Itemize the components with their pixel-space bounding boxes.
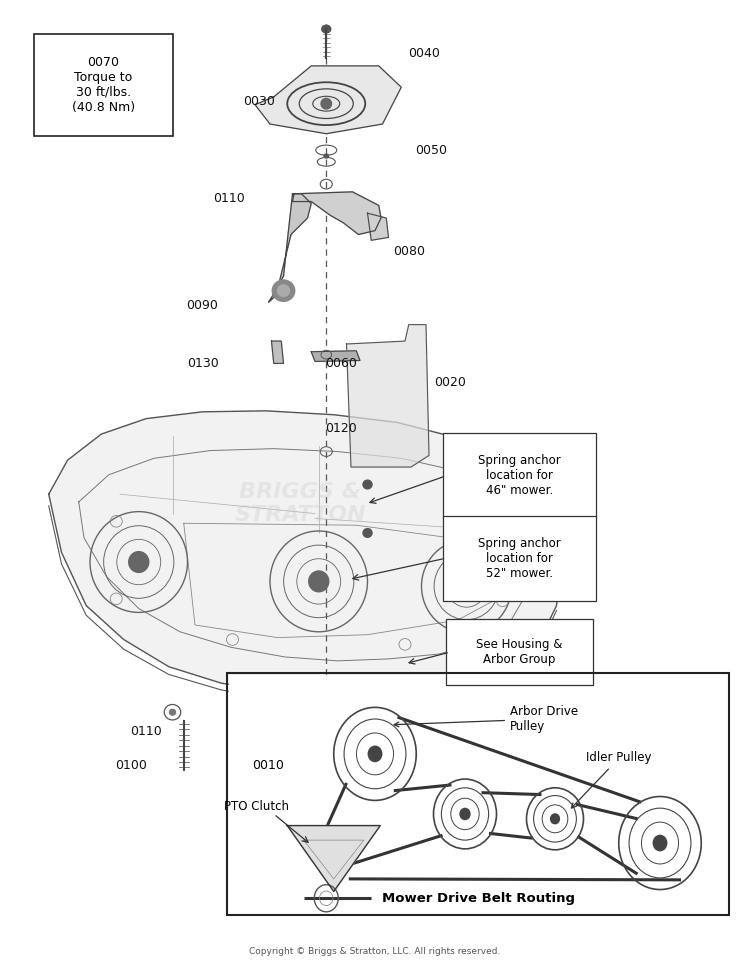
Text: 0110: 0110 — [130, 725, 162, 738]
Text: Spring anchor
location for
46" mower.: Spring anchor location for 46" mower. — [478, 454, 561, 497]
Ellipse shape — [128, 551, 149, 573]
Ellipse shape — [321, 99, 332, 109]
Text: Spring anchor
location for
52" mower.: Spring anchor location for 52" mower. — [478, 537, 561, 579]
Ellipse shape — [278, 285, 290, 297]
Text: 0020: 0020 — [434, 376, 466, 390]
Polygon shape — [311, 351, 360, 361]
FancyBboxPatch shape — [34, 34, 172, 136]
Ellipse shape — [324, 154, 328, 158]
Ellipse shape — [368, 745, 382, 763]
Text: Copyright © Briggs & Stratton, LLC. All rights reserved.: Copyright © Briggs & Stratton, LLC. All … — [249, 947, 501, 956]
Ellipse shape — [550, 813, 560, 825]
Ellipse shape — [363, 481, 372, 489]
Ellipse shape — [322, 25, 331, 33]
Ellipse shape — [459, 808, 471, 820]
Text: See Housing &
Arbor Group: See Housing & Arbor Group — [476, 639, 562, 666]
Text: 0090: 0090 — [187, 298, 218, 312]
Polygon shape — [255, 66, 401, 134]
Ellipse shape — [652, 834, 668, 852]
Text: 0030: 0030 — [243, 95, 274, 109]
Text: Idler Pulley: Idler Pulley — [572, 751, 652, 808]
Text: BRIGGS &
STRATTON: BRIGGS & STRATTON — [234, 483, 366, 525]
Polygon shape — [292, 192, 381, 234]
Text: Mower Drive Belt Routing: Mower Drive Belt Routing — [382, 891, 574, 905]
Polygon shape — [368, 213, 388, 240]
FancyBboxPatch shape — [446, 619, 592, 685]
Polygon shape — [346, 325, 429, 467]
Ellipse shape — [363, 529, 372, 537]
Ellipse shape — [170, 709, 176, 715]
Text: 0070
Torque to
30 ft/lbs.
(40.8 Nm): 0070 Torque to 30 ft/lbs. (40.8 Nm) — [71, 56, 135, 113]
Ellipse shape — [457, 576, 476, 597]
Text: 0130: 0130 — [187, 357, 218, 370]
Text: 0110: 0110 — [213, 192, 244, 205]
Text: 0120: 0120 — [326, 422, 357, 435]
Ellipse shape — [272, 280, 295, 301]
Polygon shape — [272, 341, 284, 363]
Polygon shape — [229, 675, 728, 913]
Polygon shape — [49, 411, 561, 698]
Text: PTO Clutch: PTO Clutch — [224, 799, 289, 813]
Text: 0010: 0010 — [253, 759, 284, 772]
Polygon shape — [287, 826, 380, 891]
Text: 0080: 0080 — [393, 245, 424, 259]
Text: 0040: 0040 — [408, 47, 440, 60]
Text: 0060: 0060 — [326, 357, 357, 370]
Text: 0100: 0100 — [116, 759, 147, 772]
FancyBboxPatch shape — [442, 516, 596, 601]
Text: 0050: 0050 — [416, 143, 447, 157]
Text: Arbor Drive
Pulley: Arbor Drive Pulley — [394, 705, 578, 733]
FancyBboxPatch shape — [442, 433, 596, 518]
Polygon shape — [268, 194, 311, 302]
Ellipse shape — [308, 571, 329, 592]
